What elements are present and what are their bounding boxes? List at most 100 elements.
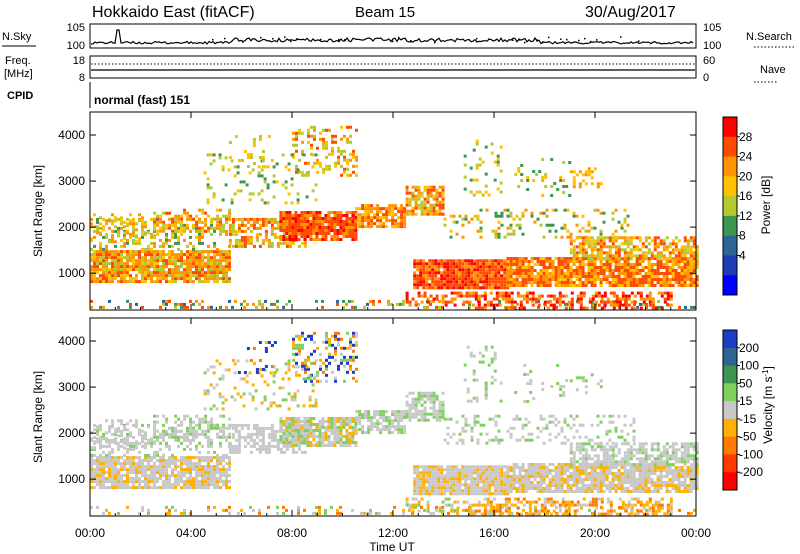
range-gate-cell [273, 235, 277, 239]
range-gate-cell [671, 239, 675, 243]
range-gate-cell [318, 420, 322, 423]
range-gate-cell [455, 259, 459, 263]
range-gate-cell [327, 211, 331, 214]
range-gate-cell [452, 268, 456, 272]
range-gate-cell [252, 441, 256, 445]
range-gate-cell [330, 429, 334, 432]
range-gate-cell [438, 194, 442, 198]
range-gate-cell [322, 370, 325, 374]
range-gate-cell [414, 303, 418, 307]
range-gate-cell [334, 334, 337, 338]
range-gate-cell [249, 238, 253, 242]
range-gate-cell [159, 217, 162, 221]
range-gate-cell [301, 170, 304, 174]
range-gate-cell [686, 257, 690, 261]
range-gate-cell [150, 477, 153, 481]
range-gate-cell [204, 274, 207, 278]
range-gate-cell [465, 291, 469, 295]
range-gate-cell [536, 284, 540, 287]
range-gate-cell [135, 471, 138, 475]
range-gate-cell [171, 223, 175, 227]
range-gate-cell [156, 468, 159, 472]
range-gate-cell [352, 358, 355, 362]
range-gate-cell [339, 435, 343, 438]
range-gate-cell [225, 271, 228, 275]
range-gate-cell [201, 299, 204, 303]
range-gate-cell [310, 143, 313, 147]
range-gate-cell [281, 153, 285, 157]
range-gate-cell [373, 222, 377, 226]
range-gate-cell [364, 219, 368, 223]
range-gate-cell [394, 219, 398, 223]
range-gate-cell [298, 131, 301, 135]
range-gate-cell [258, 244, 262, 248]
range-gate-cell [252, 223, 256, 227]
range-gate-cell [416, 277, 420, 281]
range-gate-cell [623, 263, 627, 266]
range-gate-cell [611, 242, 615, 246]
range-gate-cell [521, 211, 525, 215]
range-gate-cell [108, 271, 111, 275]
range-gate-cell [153, 217, 157, 221]
range-gate-cell [530, 272, 534, 275]
range-gate-cell [515, 257, 519, 260]
range-gate-cell [345, 417, 349, 420]
range-gate-cell [584, 239, 588, 243]
range-gate-cell [539, 269, 543, 272]
range-gate-cell [327, 420, 331, 423]
range-gate-cell [246, 423, 250, 427]
range-gate-cell [189, 429, 193, 433]
range-gate-cell [683, 281, 687, 284]
range-gate-cell [225, 305, 228, 309]
range-gate-cell [345, 235, 349, 238]
range-gate-cell [554, 235, 558, 239]
range-gate-cell [569, 170, 573, 174]
range-gate-cell [659, 239, 663, 243]
range-gate-cell [434, 271, 438, 275]
range-gate-cell [228, 444, 232, 448]
range-gate-cell [423, 409, 427, 413]
range-gate-cell [141, 280, 144, 284]
range-gate-cell [671, 257, 675, 260]
range-gate-cell [228, 474, 231, 478]
range-gate-cell [228, 450, 232, 454]
range-gate-cell [500, 286, 504, 290]
range-gate-cell [325, 128, 328, 132]
range-gate-cell [349, 367, 352, 371]
range-gate-cell [545, 269, 549, 272]
range-gate-cell [578, 235, 582, 239]
range-gate-cell [403, 210, 407, 214]
range-gate-cell [334, 161, 337, 165]
range-gate-cell [617, 254, 621, 258]
range-gate-cell [572, 254, 576, 258]
range-gate-cell [443, 280, 447, 284]
range-gate-cell [111, 480, 114, 484]
range-gate-cell [411, 391, 415, 395]
range-gate-cell [192, 426, 196, 430]
range-gate-cell [192, 274, 195, 278]
range-gate-cell [548, 260, 552, 263]
range-gate-cell [219, 429, 222, 433]
range-gate-cell [545, 281, 549, 284]
range-gate-cell [420, 415, 424, 419]
range-gate-cell [337, 158, 340, 162]
range-gate-cell [621, 297, 625, 301]
range-gate-cell [579, 300, 583, 304]
range-gate-cell [373, 413, 377, 417]
range-gate-cell [171, 280, 174, 284]
range-gate-cell [186, 483, 189, 487]
range-gate-cell [635, 257, 639, 261]
range-gate-cell [453, 297, 457, 301]
range-gate-cell [295, 164, 298, 168]
range-gate-cell [345, 211, 349, 214]
range-gate-cell [503, 271, 507, 275]
range-gate-cell [150, 259, 153, 263]
colorbar-swatch [723, 255, 737, 276]
range-gate-cell [207, 244, 210, 248]
range-gate-cell [123, 441, 126, 445]
range-gate-cell [420, 300, 424, 304]
range-gate-cell [602, 242, 606, 246]
range-gate-cell [282, 220, 286, 223]
range-gate-cell [458, 262, 462, 266]
range-gate-cell [689, 254, 693, 258]
